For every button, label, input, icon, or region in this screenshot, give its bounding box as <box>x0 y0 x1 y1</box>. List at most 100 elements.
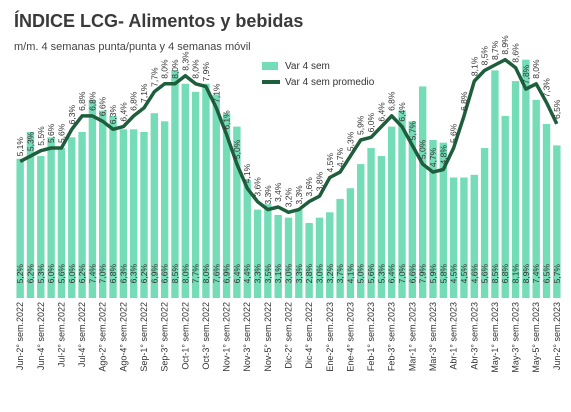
bar <box>68 137 76 298</box>
line-value-label: 3,8% <box>314 171 324 191</box>
line-value-label: 6,0% <box>366 113 376 133</box>
bar-value-label: 7,4% <box>531 264 541 284</box>
bar-value-label: 3,0% <box>314 264 324 284</box>
bar <box>418 86 427 298</box>
x-tick-label: Ene-2° sem.2023 <box>325 302 335 372</box>
bar <box>181 83 189 299</box>
bar-value-label: 6,6% <box>160 264 170 284</box>
line-value-label: 8,9% <box>500 35 510 55</box>
bar <box>16 158 24 298</box>
line-value-label: 5,5% <box>36 126 46 146</box>
bar-value-label: 6,2% <box>25 264 35 284</box>
bar-value-label: 7,4% <box>87 264 97 284</box>
x-tick-label: Ago-2° sem.2022 <box>98 302 108 372</box>
bar <box>37 156 45 298</box>
line-value-label: 7,7% <box>149 67 159 87</box>
bar-value-label: 3,5% <box>263 264 273 284</box>
bar-value-label: 6,0% <box>67 264 77 284</box>
legend-label: Var 4 sem promedio <box>285 77 375 88</box>
bar-value-label: 4,5% <box>449 264 459 284</box>
bar <box>253 209 262 298</box>
bar-value-label: 8,0% <box>180 264 190 284</box>
x-tick-label: Sep-1° sem.2022 <box>139 302 149 372</box>
bar-value-label: 4,1% <box>345 264 355 284</box>
line-value-label: 6,3% <box>108 104 118 124</box>
bar <box>511 81 520 298</box>
bar <box>109 115 117 299</box>
line-value-label: 4,7% <box>428 147 438 167</box>
bar <box>377 156 386 298</box>
bar <box>57 148 66 298</box>
bar <box>532 99 540 298</box>
bar <box>388 126 396 298</box>
bar-value-label: 5,3% <box>36 264 46 284</box>
bar-value-label: 5,6% <box>480 264 490 284</box>
bar-value-label: 7,9% <box>418 264 428 284</box>
x-tick-label: Abr-1° sem.2023 <box>449 302 459 370</box>
bar-value-label: 6,2% <box>139 264 149 284</box>
bar-value-label: 5,6% <box>366 264 376 284</box>
legend-swatch <box>262 62 278 70</box>
bar <box>336 198 344 298</box>
line-value-label: 6,5% <box>552 99 562 119</box>
bar-value-label: 3,3% <box>294 264 304 284</box>
bar-value-label: 5,9% <box>428 264 438 284</box>
line-value-label: 5,6% <box>56 123 66 143</box>
bar-value-label: 5,2% <box>15 264 25 284</box>
bar-value-label: 4,4% <box>242 264 252 284</box>
bar-value-label: 8,1% <box>511 264 521 284</box>
line-value-label: 3,3% <box>294 185 304 205</box>
line-value-label: 5,7% <box>407 121 417 141</box>
x-tick-label: Jun-2° sem.2023 <box>552 302 562 370</box>
x-tick-label: Jun-4° sem.2022 <box>36 302 46 370</box>
x-tick-label: Abr-3° sem.2023 <box>469 302 479 370</box>
bar-value-label: 6,3% <box>118 264 128 284</box>
bar <box>522 59 530 298</box>
bar <box>491 70 499 298</box>
chart-title: ÍNDICE LCG- Alimentos y bebidas <box>14 10 303 31</box>
x-tick-label: Nov-5° sem.2022 <box>263 302 273 372</box>
line-value-label: 8,0% <box>170 59 180 79</box>
line-value-label: 5,6% <box>46 123 56 143</box>
bar-value-label: 4,6% <box>469 264 479 284</box>
line-value-label: 6,8% <box>77 91 87 111</box>
bar <box>326 212 334 298</box>
bar <box>398 110 406 298</box>
bar-value-label: 6,2% <box>77 264 87 284</box>
bar <box>346 188 355 298</box>
x-tick-label: Nov-1° sem.2022 <box>222 302 232 372</box>
bar <box>284 217 293 298</box>
x-tick-label: Jul-2° sem.2022 <box>56 302 66 367</box>
line-value-label: 5,3% <box>25 131 35 151</box>
line-value-label: 4,7% <box>335 147 345 167</box>
line-value-label: 6,3% <box>67 104 77 124</box>
bar <box>78 131 86 298</box>
bar-value-label: 3,7% <box>335 264 345 284</box>
bar <box>233 126 241 298</box>
line-value-label: 5,0% <box>418 139 428 159</box>
bar-value-label: 6,4% <box>387 264 397 284</box>
x-tick-label: Oct-1° sem.2022 <box>180 302 190 370</box>
x-tick-label: May-1° sem.2023 <box>490 302 500 373</box>
bar-value-label: 7,6% <box>211 264 221 284</box>
line-value-label: 6,4% <box>118 102 128 122</box>
line-value-label: 5,6% <box>449 123 459 143</box>
bar-value-label: 5,6% <box>56 264 66 284</box>
bar <box>480 148 489 298</box>
bar <box>88 99 97 298</box>
bar-value-label: 5,7% <box>552 264 562 284</box>
line-value-label: 6,8% <box>129 91 139 111</box>
bar <box>295 209 303 298</box>
line-value-label: 8,7% <box>490 40 500 60</box>
bar <box>542 123 551 298</box>
line-value-label: 3,4% <box>273 182 283 202</box>
bar-value-label: 6,9% <box>149 264 159 284</box>
bar-value-label: 5,8% <box>438 264 448 284</box>
x-tick-label: May-3° sem.2023 <box>511 302 521 373</box>
line-value-label: 4,1% <box>242 163 252 183</box>
x-tick-label: Ene-4° sem.2023 <box>345 302 355 372</box>
x-tick-label: May-5° sem.2023 <box>531 302 541 373</box>
bar <box>99 110 107 298</box>
bar-value-label: 8,5% <box>490 264 500 284</box>
